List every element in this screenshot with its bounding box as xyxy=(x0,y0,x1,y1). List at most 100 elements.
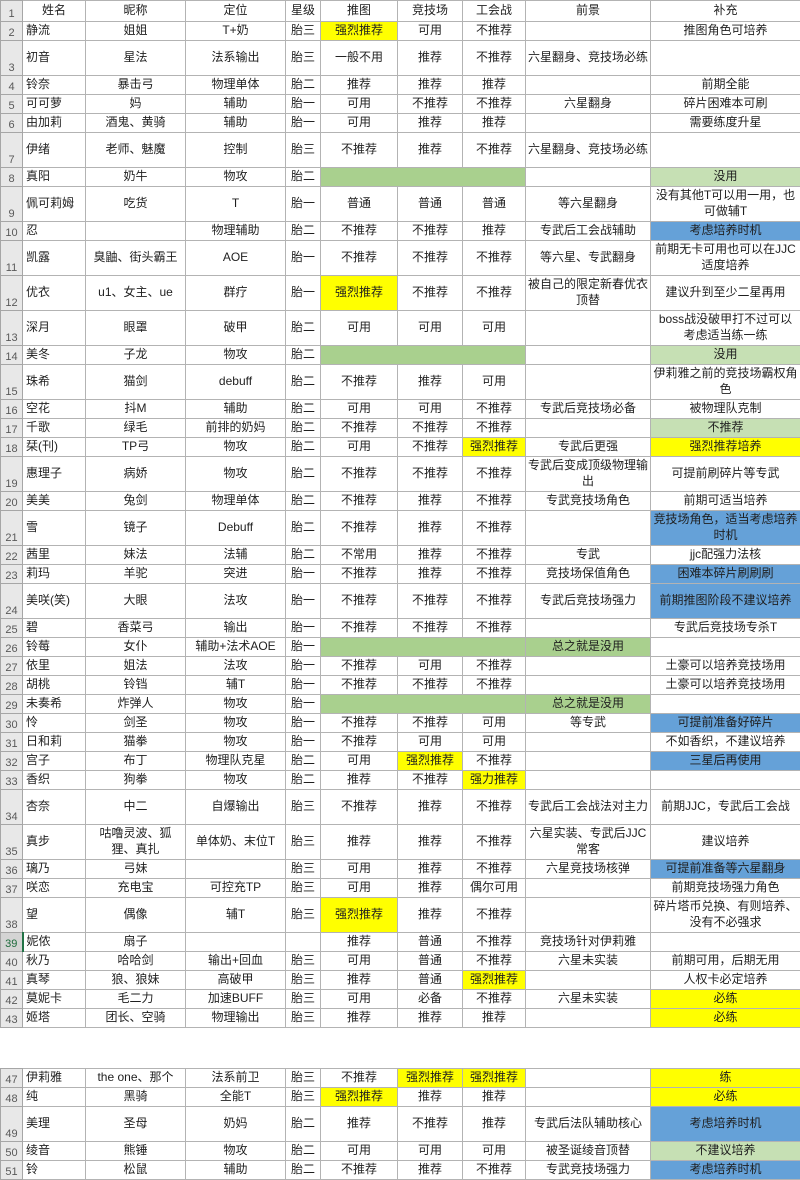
cell-role[interactable]: 突进 xyxy=(186,565,286,584)
cell-arena[interactable]: 强烈推荐 xyxy=(398,1069,463,1088)
cell-prospect[interactable]: 专武后竞技场必备 xyxy=(526,400,651,419)
cell-arena[interactable]: 不推荐 xyxy=(398,584,463,619)
cell-prospect[interactable]: 专武后工会战辅助 xyxy=(526,222,651,241)
cell-name[interactable]: 珠希 xyxy=(23,365,86,400)
cell-name[interactable]: 深月 xyxy=(23,311,86,346)
cell-note[interactable]: 土豪可以培养竞技场用 xyxy=(651,657,800,676)
cell-role[interactable]: 高破甲 xyxy=(186,971,286,990)
cell-name[interactable]: 伊莉雅 xyxy=(23,1069,86,1088)
cell-role[interactable]: 物攻 xyxy=(186,695,286,714)
cell-push[interactable]: 强烈推荐 xyxy=(321,276,398,311)
cell-push[interactable]: 不常用 xyxy=(321,546,398,565)
cell-role[interactable]: 法攻 xyxy=(186,657,286,676)
cell-role[interactable]: 辅助+法术AOE xyxy=(186,638,286,657)
cell-prospect[interactable] xyxy=(526,114,651,133)
cell-push[interactable]: 不推荐 xyxy=(321,619,398,638)
cell-guild[interactable]: 不推荐 xyxy=(463,619,526,638)
cell-role[interactable]: 物攻 xyxy=(186,438,286,457)
cell-prospect[interactable]: 等专武 xyxy=(526,714,651,733)
cell-push[interactable]: 推荐 xyxy=(321,971,398,990)
cell-guild[interactable]: 可用 xyxy=(463,311,526,346)
row-number[interactable]: 18 xyxy=(1,438,23,457)
cell-role[interactable]: 物攻 xyxy=(186,714,286,733)
cell-prospect[interactable] xyxy=(526,76,651,95)
cell-guild[interactable]: 不推荐 xyxy=(463,790,526,825)
cell-prospect[interactable]: 总之就是没用 xyxy=(526,638,651,657)
cell-note[interactable] xyxy=(651,41,800,76)
cell-role[interactable]: 可控充TP xyxy=(186,879,286,898)
cell-guild[interactable]: 推荐 xyxy=(463,114,526,133)
cell-arena[interactable]: 可用 xyxy=(398,311,463,346)
cell-star[interactable]: 胎三 xyxy=(286,990,321,1009)
cell-star[interactable]: 胎二 xyxy=(286,438,321,457)
cell-arena[interactable]: 不推荐 xyxy=(398,241,463,276)
cell-star[interactable]: 胎二 xyxy=(286,311,321,346)
cell-prospect[interactable]: 六星未实装 xyxy=(526,952,651,971)
row-number[interactable]: 5 xyxy=(1,95,23,114)
cell-nickname[interactable]: 兔剑 xyxy=(86,492,186,511)
cell-note[interactable]: 推图角色可培养 xyxy=(651,22,800,41)
cell-prospect[interactable]: 专武竞技场强力 xyxy=(526,1161,651,1180)
cell-nickname[interactable]: 吃货 xyxy=(86,187,186,222)
cell-star[interactable]: 胎三 xyxy=(286,41,321,76)
cell-note[interactable]: 碎片塔币兑换、有则培养、没有不必强求 xyxy=(651,898,800,933)
cell-nickname[interactable]: 充电宝 xyxy=(86,879,186,898)
cell-arena[interactable]: 不推荐 xyxy=(398,676,463,695)
cell-arena[interactable]: 推荐 xyxy=(398,546,463,565)
cell-role[interactable]: 奶妈 xyxy=(186,1107,286,1142)
cell-nickname[interactable]: 毛二力 xyxy=(86,990,186,1009)
cell-role[interactable]: 法系前卫 xyxy=(186,1069,286,1088)
cell-name[interactable]: 胡桃 xyxy=(23,676,86,695)
cell-note[interactable]: 练 xyxy=(651,1069,800,1088)
cell-note[interactable]: 可提前准备等六星翻身 xyxy=(651,860,800,879)
cell-note[interactable]: 竞技场角色，适当考虑培养时机 xyxy=(651,511,800,546)
cell-nickname[interactable]: 偶像 xyxy=(86,898,186,933)
cell-guild[interactable]: 强烈推荐 xyxy=(463,971,526,990)
cell-role[interactable]: 群疗 xyxy=(186,276,286,311)
cell-prospect[interactable] xyxy=(526,971,651,990)
cell-star[interactable]: 胎二 xyxy=(286,752,321,771)
cell-push[interactable]: 不推荐 xyxy=(321,676,398,695)
cell-role[interactable]: 辅助 xyxy=(186,400,286,419)
cell-nickname[interactable]: 酒鬼、黄骑 xyxy=(86,114,186,133)
cell-arena[interactable]: 推荐 xyxy=(398,511,463,546)
cell-name[interactable]: 望 xyxy=(23,898,86,933)
row-number[interactable]: 27 xyxy=(1,657,23,676)
cell-push[interactable]: 推荐 xyxy=(321,76,398,95)
cell-guild[interactable]: 不推荐 xyxy=(463,133,526,168)
cell-name[interactable]: 可可萝 xyxy=(23,95,86,114)
cell-push[interactable]: 不推荐 xyxy=(321,657,398,676)
row-number[interactable]: 6 xyxy=(1,114,23,133)
cell-nickname[interactable]: 哈哈剑 xyxy=(86,952,186,971)
cell-nickname[interactable]: 狗拳 xyxy=(86,771,186,790)
cell-note[interactable]: 困难本碎片刷刷刷 xyxy=(651,565,800,584)
cell-nickname[interactable]: 圣母 xyxy=(86,1107,186,1142)
cell-note[interactable]: 前期JJC，专武后工会战 xyxy=(651,790,800,825)
cell-note[interactable]: 前期无卡可用也可以在JJC适度培养 xyxy=(651,241,800,276)
cell-note[interactable]: 建议培养 xyxy=(651,825,800,860)
cell-star[interactable]: 胎三 xyxy=(286,790,321,825)
cell-arena[interactable]: 可用 xyxy=(398,400,463,419)
cell-name[interactable]: 怜 xyxy=(23,714,86,733)
cell-name[interactable]: 未奏希 xyxy=(23,695,86,714)
cell-star[interactable]: 胎一 xyxy=(286,187,321,222)
cell-prospect[interactable]: 六星实装、专武后JJC常客 xyxy=(526,825,651,860)
cell-push[interactable]: 可用 xyxy=(321,879,398,898)
cell-prospect[interactable] xyxy=(526,676,651,695)
cell-note[interactable]: 考虑培养时机 xyxy=(651,1161,800,1180)
cell-guild[interactable]: 偶尔可用 xyxy=(463,879,526,898)
cell-role[interactable]: 输出 xyxy=(186,619,286,638)
cell-guild[interactable]: 不推荐 xyxy=(463,752,526,771)
row-number[interactable]: 2 xyxy=(1,22,23,41)
cell-arena[interactable]: 推荐 xyxy=(398,898,463,933)
cell-role[interactable]: 法攻 xyxy=(186,584,286,619)
cell-prospect[interactable] xyxy=(526,1069,651,1088)
cell-arena[interactable]: 推荐 xyxy=(398,1009,463,1028)
cell-note[interactable]: 需要练度升星 xyxy=(651,114,800,133)
cell-note[interactable]: 建议升到至少二星再用 xyxy=(651,276,800,311)
cell-arena[interactable]: 推荐 xyxy=(398,41,463,76)
cell-prospect[interactable]: 专武 xyxy=(526,546,651,565)
cell-nickname[interactable]: 姐姐 xyxy=(86,22,186,41)
cell-push[interactable]: 不推荐 xyxy=(321,733,398,752)
cell-name[interactable]: 空花 xyxy=(23,400,86,419)
